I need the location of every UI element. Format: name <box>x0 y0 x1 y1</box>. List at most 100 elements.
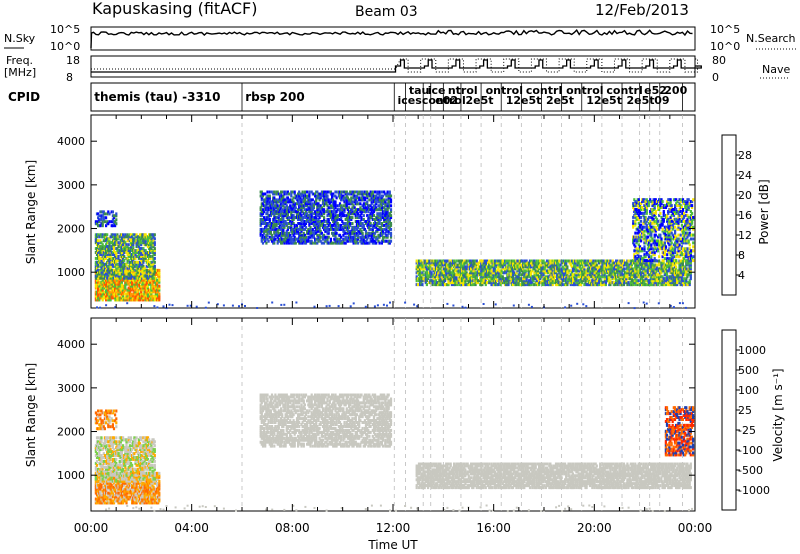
scatter-cell <box>145 243 148 247</box>
scatter-cell <box>433 281 436 285</box>
scatter-cell <box>608 277 611 281</box>
scatter-cell <box>575 273 578 277</box>
scatter-cell <box>429 273 432 277</box>
scatter-cell <box>102 212 105 216</box>
scatter-cell <box>415 259 418 263</box>
scatter-cell <box>320 206 323 210</box>
scatter-cell <box>140 292 143 296</box>
scatter-cell <box>260 235 263 239</box>
scatter-cell <box>107 258 110 262</box>
scatter-cell <box>112 268 116 272</box>
scatter-cell <box>282 216 285 220</box>
scatter-cell <box>309 231 312 235</box>
scatter-cell <box>101 247 104 251</box>
scatter-cell <box>340 192 343 196</box>
scatter-cell <box>353 200 356 204</box>
scatter-cell <box>286 237 289 241</box>
scatter-cell <box>95 266 99 270</box>
scatter-cell <box>511 283 515 287</box>
scatter-cell <box>299 196 302 200</box>
scatter-cell <box>306 216 309 220</box>
scatter-cell <box>450 281 453 285</box>
scatter-cell <box>110 260 113 264</box>
scatter-cell <box>290 210 293 214</box>
scatter-cell <box>595 265 598 269</box>
scatter-cell <box>501 271 504 275</box>
scatter-cell <box>378 204 381 208</box>
scatter-cell <box>467 281 470 285</box>
scatter-cell <box>603 275 606 279</box>
scatter-cell <box>371 196 374 200</box>
scatter-cell <box>132 270 135 274</box>
scatter-cell <box>474 271 477 275</box>
scatter-cell <box>465 259 468 263</box>
scatter-cell <box>158 286 161 290</box>
scatter-cell <box>304 235 308 239</box>
scatter-cell <box>534 261 537 265</box>
scatter-cell <box>144 249 147 253</box>
scatter-cell <box>485 259 489 263</box>
scatter-cell <box>481 279 484 283</box>
scatter-cell <box>608 261 611 265</box>
scatter-cell <box>352 237 355 241</box>
scatter-cell <box>102 258 105 262</box>
scatter-cell <box>107 288 110 292</box>
scatter-cell <box>336 241 339 245</box>
scatter-cell <box>519 273 522 277</box>
scatter-cell <box>335 225 338 229</box>
scatter-cell <box>429 271 432 275</box>
scatter-cell <box>516 275 519 279</box>
scatter-cell <box>120 249 123 253</box>
scatter-cell <box>378 227 381 231</box>
nsky-tick-top: 10^5 <box>50 23 80 36</box>
scatter-cell <box>328 202 331 206</box>
scatter-cell <box>488 271 491 275</box>
scatter-cell <box>340 212 343 216</box>
scatter-cell <box>415 279 418 283</box>
scatter-cell <box>377 218 380 221</box>
scatter-cell <box>569 261 572 265</box>
scatter-cell <box>267 214 270 218</box>
scatter-cell <box>590 265 593 269</box>
scatter-cell <box>329 204 332 208</box>
scatter-cell <box>354 237 357 241</box>
scatter-cell <box>456 271 459 275</box>
scatter-cell <box>141 278 144 282</box>
scatter-cell <box>387 222 390 225</box>
scatter-cell <box>611 271 614 275</box>
scatter-cell <box>387 231 390 235</box>
scatter-cell <box>129 288 133 292</box>
scatter-cell <box>141 233 144 237</box>
scatter-cell <box>380 233 383 237</box>
scatter-cell <box>294 237 297 241</box>
scatter-cell <box>319 214 322 218</box>
scatter-cell <box>292 218 295 221</box>
scatter-cell <box>432 261 435 265</box>
scatter-cell <box>135 270 138 274</box>
scatter-cell <box>276 235 279 239</box>
scatter-cell <box>389 214 393 218</box>
scatter-cell <box>267 239 270 243</box>
scatter-cell <box>289 204 292 208</box>
scatter-cell <box>276 241 279 245</box>
scatter-cell <box>590 271 593 275</box>
scatter-cell <box>556 279 559 283</box>
scatter-cell <box>504 261 507 265</box>
scatter-cell <box>578 263 581 267</box>
scatter-cell <box>613 261 616 265</box>
scatter-cell <box>148 262 151 266</box>
scatter-cell <box>124 266 127 270</box>
scatter-cell <box>346 229 349 233</box>
scatter-cell <box>277 237 280 241</box>
scatter-cell <box>556 265 559 269</box>
scatter-cell <box>310 190 313 194</box>
scatter-cell <box>350 237 353 241</box>
scatter-cell <box>475 277 478 281</box>
scatter-cell <box>124 288 127 292</box>
scatter-cell <box>594 283 597 287</box>
scatter-cell <box>277 231 280 235</box>
scatter-cell <box>340 235 343 239</box>
scatter-cell <box>98 298 101 302</box>
scatter-cell <box>317 218 320 221</box>
scatter-cell <box>304 237 308 241</box>
